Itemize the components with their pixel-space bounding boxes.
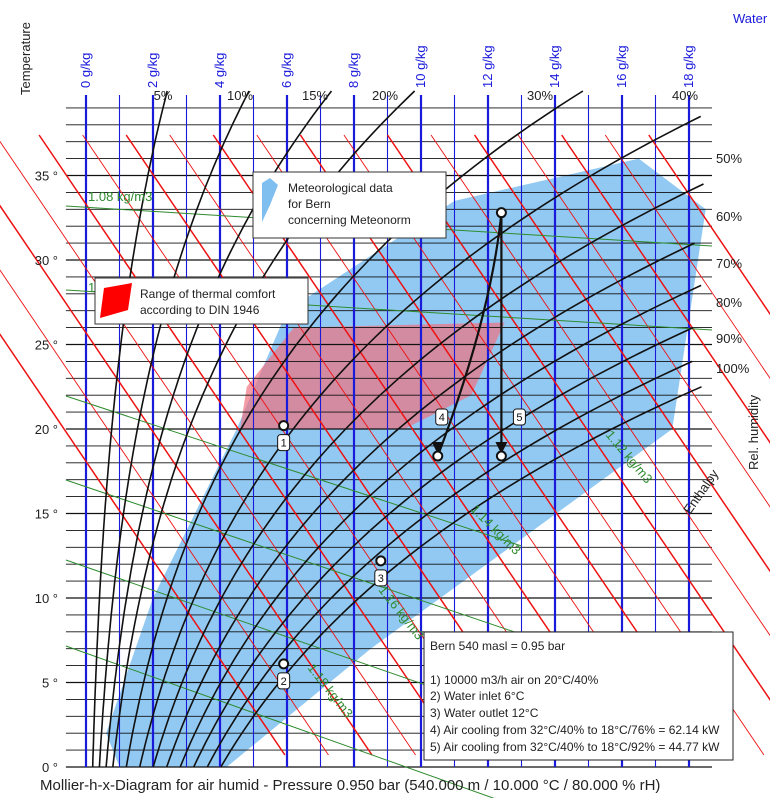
info-box-line: 2) Water inlet 6°C [430,689,525,703]
rh-right-label: 90% [716,331,742,346]
point-label-box [277,434,291,452]
comfort-legend-text: Range of thermal comfort [140,287,276,301]
rh-curve [91,90,168,768]
point-label: 1 [281,438,287,450]
y-tick-label: 35 ° [35,169,58,184]
enthalpy-line [38,134,460,756]
y-tick-label: 15 ° [35,507,58,522]
rh-curve [179,284,702,768]
rh-curve [165,242,695,768]
process-arrows: 1 2 3 4 5 [277,207,526,690]
enthalpy-line [0,204,373,756]
x-tick-label: 16 g/kg [614,45,629,88]
point-label-box [512,408,526,426]
comfort-legend: Range of thermal comfort according to DIN… [94,277,309,325]
rh-right-label: 50% [716,151,742,166]
x-tick-label: 2 g/kg [145,53,160,88]
y-tick-label: 5 ° [42,676,58,691]
density-line [65,395,522,547]
meteo-legend-text: Meteorological data [288,181,393,195]
point-label: 5 [516,412,522,424]
comfort-legend-text: according to DIN 1946 [140,303,260,317]
enthalpy-line [0,140,416,756]
rh-right-label: 60% [716,209,742,224]
info-box: Bern 540 masl = 0.95 bar 1) 10000 m3/h ai… [423,631,734,761]
rh-top-label: 40% [672,88,698,103]
rh-curves [91,90,704,768]
state-point [495,450,507,462]
rh-top-label: 20% [372,88,398,103]
x-tick-label: 4 g/kg [212,53,227,88]
x-tick-label: 18 g/kg [681,45,696,88]
x-tick-label: 12 g/kg [480,45,495,88]
state-point [278,658,290,670]
comfort-swatch-icon [100,283,132,318]
info-box-line: 3) Water outlet 12°C [430,706,539,720]
x-axis-label: Water [733,11,768,26]
density-label: 1.08 kg/m3 [88,189,152,204]
point-label: 2 [281,676,287,688]
info-box-frame [423,631,734,761]
enthalpy-line [473,134,770,573]
rh-curve [192,326,694,768]
x-tick-label: 8 g/kg [346,53,361,88]
comfort-zone-region [240,322,505,429]
x-tick-label: 6 g/kg [279,53,294,88]
rh-top-label: 15% [302,88,328,103]
y-axis-label: Temperature [18,22,33,95]
arrow-head-icon [495,442,508,455]
enthalpy-line [0,269,329,756]
info-box-line: Bern 540 masl = 0.95 bar [430,639,565,653]
enthalpy-line [386,134,770,701]
y-tick-label: 20 ° [35,422,58,437]
rh-top-label: 10% [227,88,253,103]
chart-title: Mollier-h-x-Diagram for air humid - Pres… [40,777,660,794]
rh-axis-label: Rel. humidity [746,394,761,470]
y-tick-label: 30 ° [35,253,58,268]
point-label-box [374,569,388,587]
point-label: 3 [378,573,384,585]
x-tick-label: 0 g/kg [78,53,93,88]
meteo-legend: Meteorological data for Bern concerning Me… [252,171,447,239]
rh-curve [152,183,704,768]
x-tick-label: 14 g/kg [547,45,562,88]
process-arrow-line [436,212,503,457]
point-label-box [435,408,449,426]
state-point [432,450,444,462]
meteo-legend-text: concerning Meteonorm [288,213,411,227]
info-box-line: 1) 10000 m3/h air on 20°C/40% [430,673,599,687]
rh-curve [98,90,250,768]
rh-curve [206,360,693,768]
rh-top-label: 30% [527,88,553,103]
meteo-legend-text: for Bern [288,197,331,211]
x-tick-label: 10 g/kg [413,45,428,88]
enthalpy-line [561,134,770,444]
enthalpy-line [648,134,770,316]
rh-top-label: 5% [154,88,173,103]
point-label: 4 [439,412,445,424]
arrow-head-icon [431,442,444,455]
density-line [65,645,495,798]
temperature-grid [65,107,712,768]
rh-right-label: 80% [716,295,742,310]
enthalpy-line [604,134,770,380]
enthalpy-line [0,333,286,756]
state-point [278,420,290,432]
info-box-line: 5) Air cooling from 32°C/40% to 18°C/92%… [430,740,720,754]
info-box-line: 4) Air cooling from 32°C/40% to 18°C/76%… [430,723,720,737]
y-tick-label: 10 ° [35,591,58,606]
rh-right-label: 70% [716,256,742,271]
point-label-box [277,672,291,690]
state-point [375,555,387,567]
rh-right-label: 100% [716,361,750,376]
density-line [65,479,539,641]
y-tick-label: 25 ° [35,338,58,353]
state-point [495,207,507,219]
meteo-legend-box [252,171,447,239]
y-tick-label: 0 ° [42,760,58,775]
meteo-swatch-icon [262,178,278,222]
